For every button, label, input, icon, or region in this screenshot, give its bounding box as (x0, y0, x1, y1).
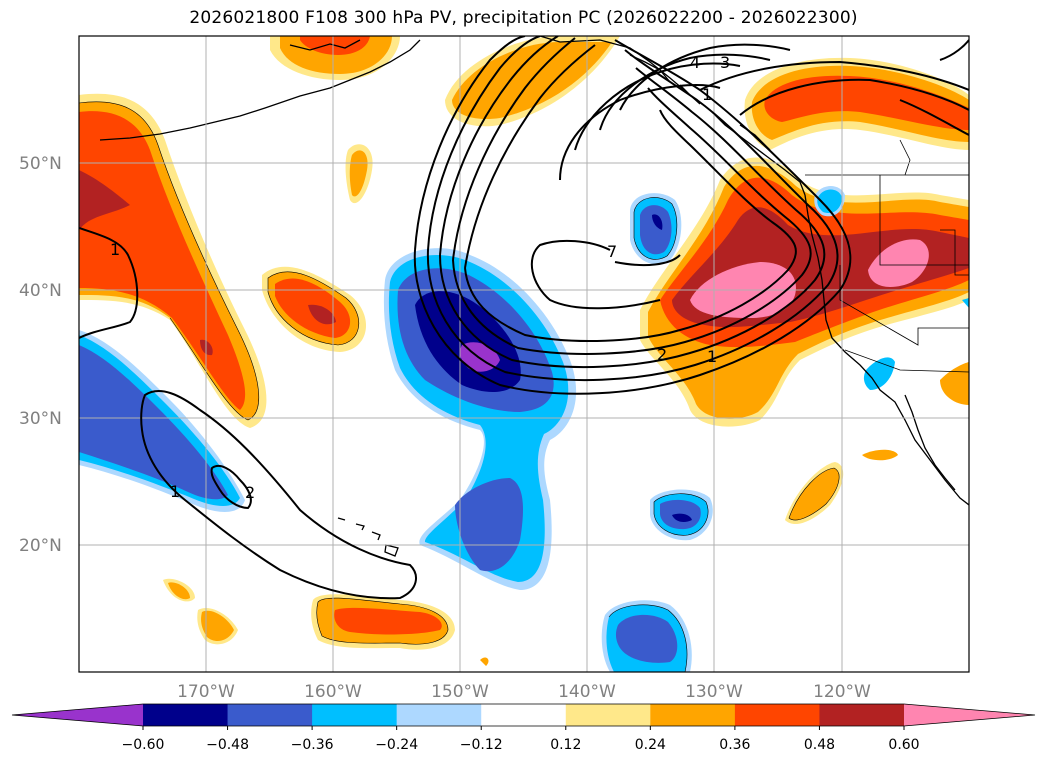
lon-label: 140°W (558, 682, 616, 702)
colorbar: −0.60 −0.48 −0.36 −0.24 −0.12 0.12 0.24 0.36 0.4… (11, 703, 1036, 753)
lon-label: 150°W (431, 682, 489, 702)
colorbar-bin (312, 704, 398, 726)
lon-label: 170°W (177, 682, 235, 702)
colorbar-bin (143, 704, 229, 726)
colorbar-tick-label: 0.36 (719, 737, 750, 753)
colorbar-tick-label: −0.24 (375, 737, 418, 753)
colorbar-extend-high (904, 704, 1035, 726)
positive-precip-regions (79, 36, 969, 666)
colorbar-tick-label: −0.60 (122, 737, 165, 753)
colorbar-bin (650, 704, 736, 726)
latitude-labels: 50°N 40°N 30°N 20°N (19, 154, 62, 556)
lon-label: 130°W (685, 682, 743, 702)
contour-label: 4 (690, 53, 700, 72)
lat-label: 20°N (19, 536, 62, 556)
contour-label: 7 (607, 242, 617, 261)
contour-label: 2 (657, 345, 667, 364)
anomaly-outlines (79, 101, 840, 672)
colorbar-extend-low (12, 704, 143, 726)
colorbar-tick-label: 0.48 (804, 737, 835, 753)
pv-contours (79, 36, 969, 600)
colorbar-bin (819, 704, 905, 726)
longitude-labels: 170°W 160°W 150°W 140°W 130°W 120°W (177, 682, 871, 702)
lat-label: 40°N (19, 281, 62, 301)
graticule (79, 36, 969, 672)
map-title: 2026021800 F108 300 hPa PV, precipitatio… (189, 8, 858, 28)
contour-labels: 1 2 1 7 4 3 2 1 1 (110, 53, 730, 502)
contour-label: 3 (720, 53, 730, 72)
lon-label: 160°W (304, 682, 362, 702)
colorbar-bin (565, 704, 651, 726)
lat-label: 30°N (19, 409, 62, 429)
contour-label: 1 (707, 347, 717, 366)
lon-label: 120°W (813, 682, 871, 702)
contour-label: 2 (245, 483, 255, 502)
contour-label: 1 (170, 482, 180, 501)
colorbar-bin (734, 704, 820, 726)
contour-label: 1 (702, 85, 712, 104)
colorbar-tick-label: 0.12 (550, 737, 581, 753)
colorbar-tick-label: −0.36 (291, 737, 334, 753)
map-panel: 1 2 1 7 4 3 2 1 1 (79, 36, 969, 672)
contour-label: 1 (110, 240, 120, 259)
map-frame (78, 35, 970, 673)
colorbar-bin (396, 704, 482, 726)
colorbar-bin (227, 704, 313, 726)
colorbar-tick-label: 0.24 (635, 737, 666, 753)
colorbar-tick-label: −0.48 (206, 737, 249, 753)
colorbar-tick-label: −0.12 (460, 737, 503, 753)
colorbar-tick-label: 0.60 (888, 737, 919, 753)
lat-label: 50°N (19, 154, 62, 174)
colorbar-bin (481, 704, 567, 726)
